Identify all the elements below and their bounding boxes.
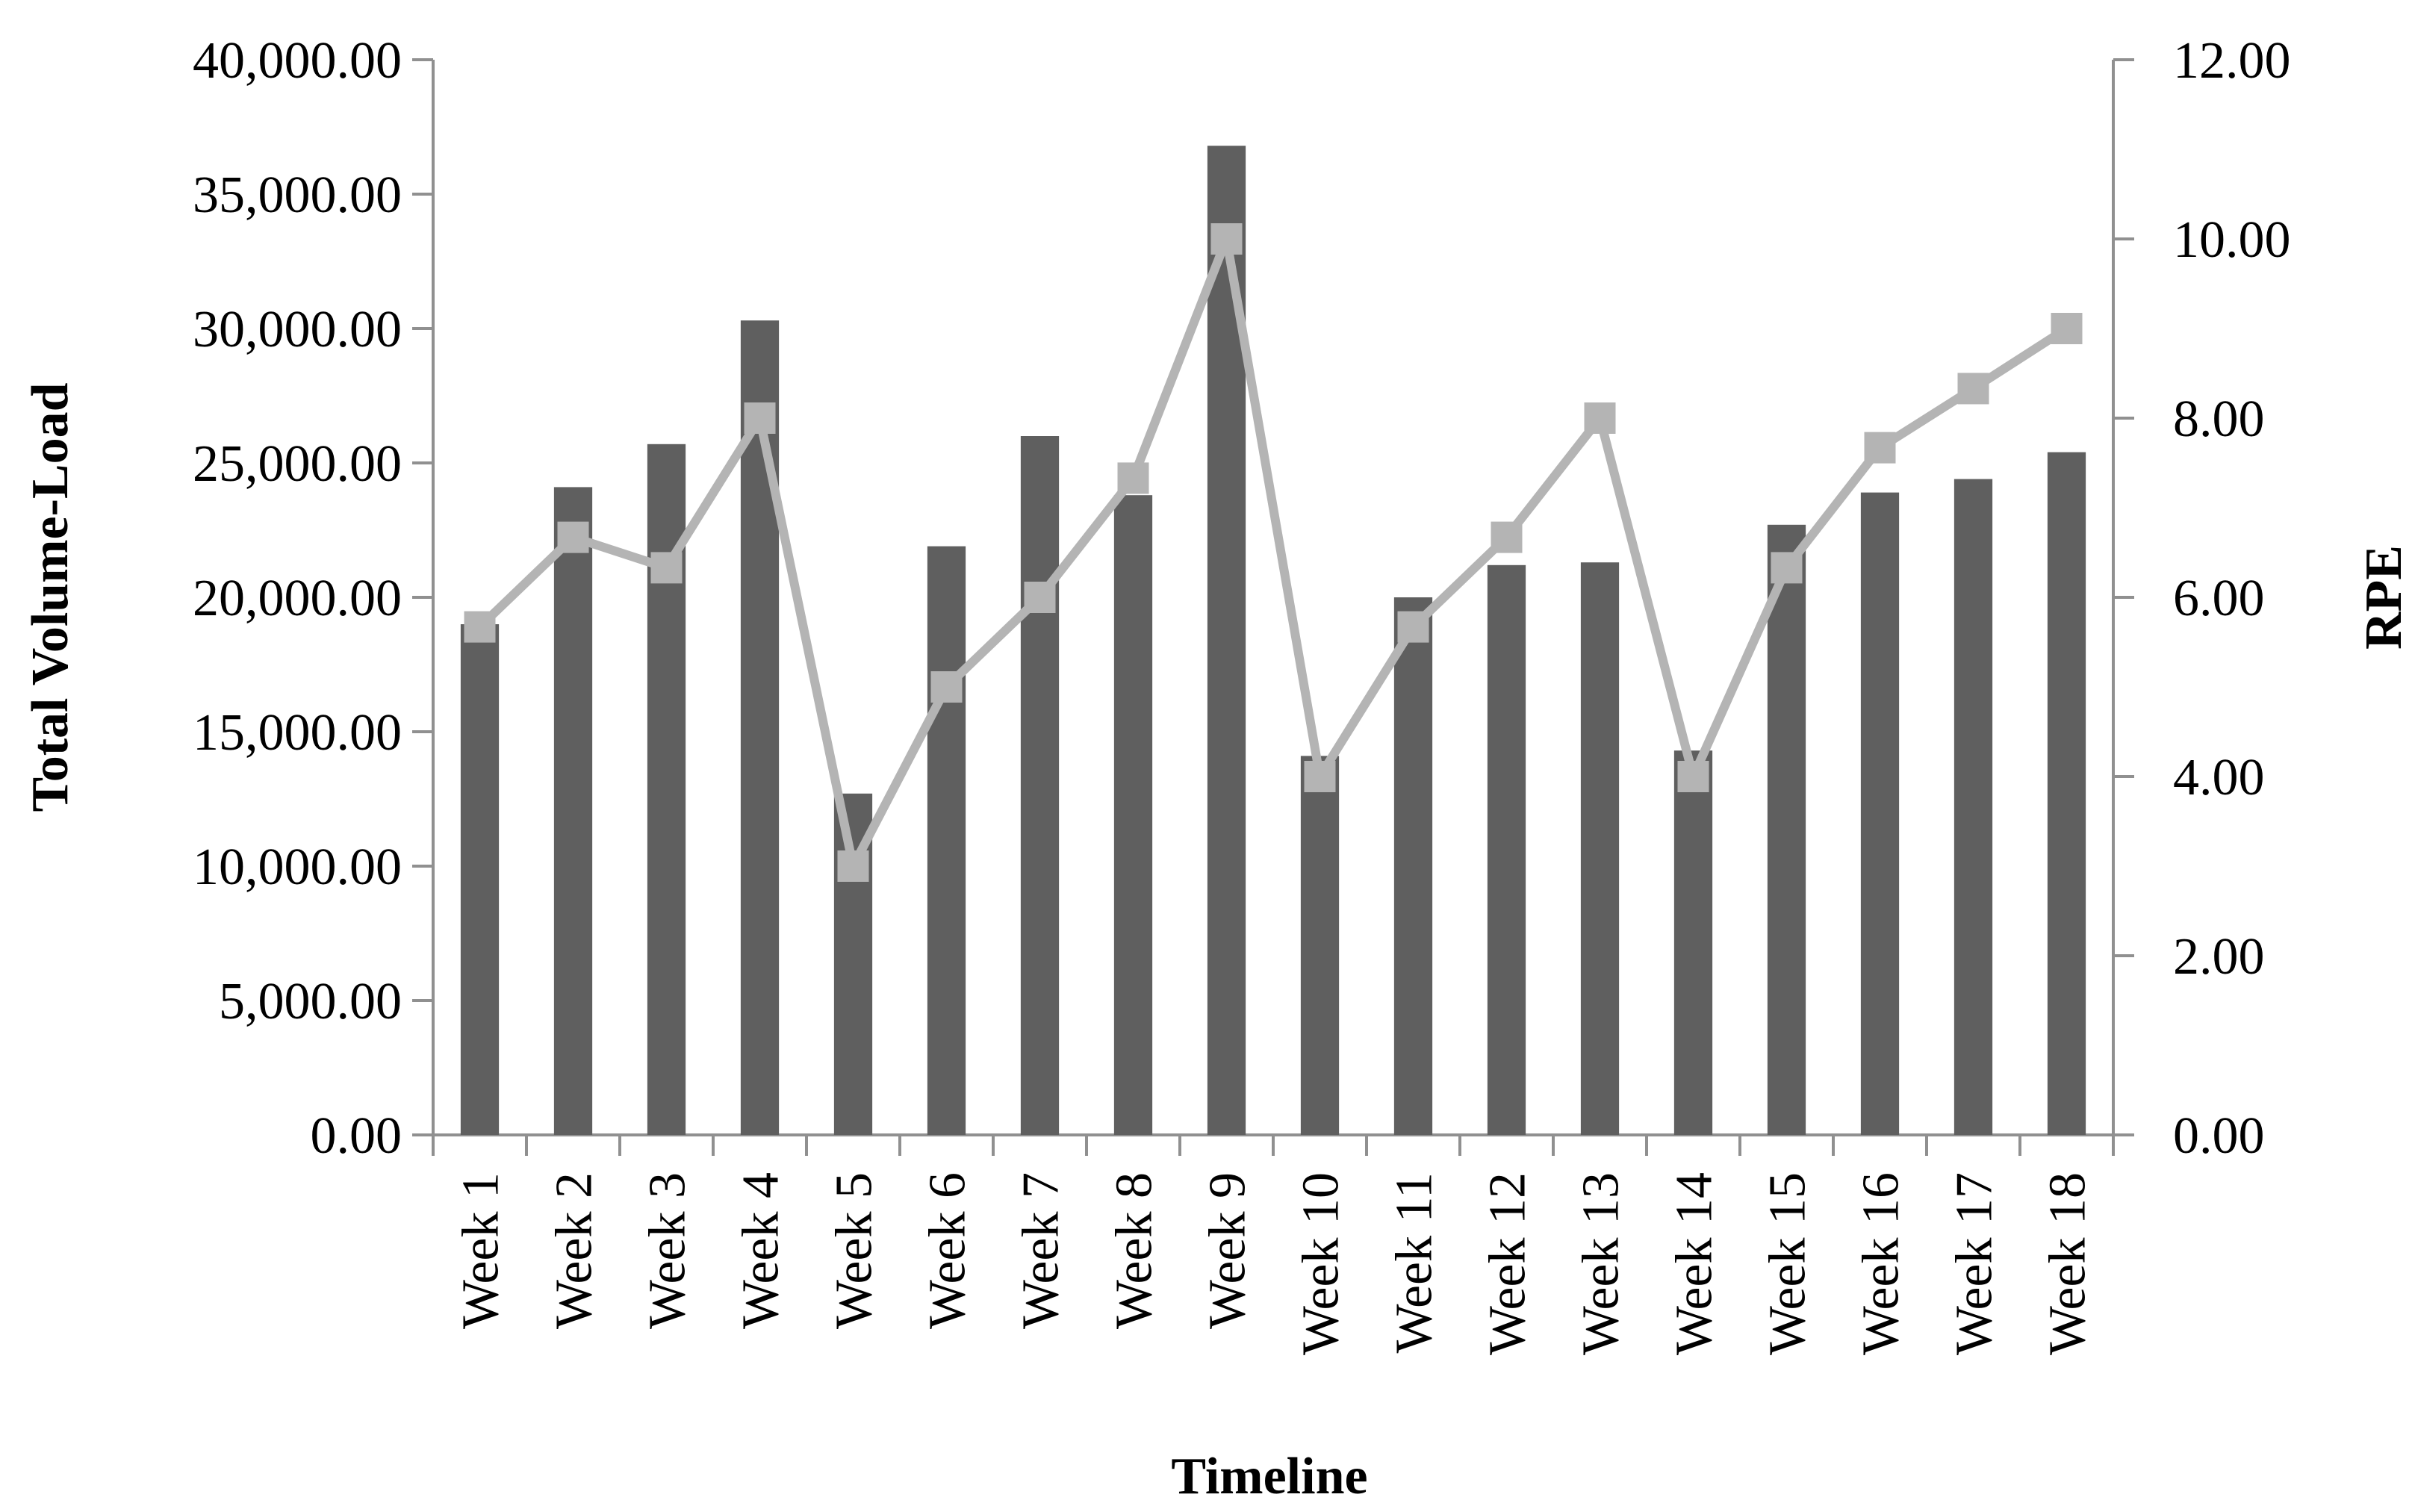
y-axis-title: Total Volume-Load [22,382,79,812]
bar [1673,750,1713,1135]
y2-tick-label: 2.00 [2173,928,2265,986]
rpe-line [476,234,2069,871]
rpe-marker [650,552,683,584]
y-tick-label: 10,000.00 [193,839,402,896]
bar [2047,452,2086,1135]
y2-axis-title: RPE [2355,545,2412,650]
bar [1020,436,1060,1135]
y2-tick-label: 8.00 [2173,391,2265,448]
x-tick-label: Week 16 [1853,1172,1910,1355]
bar [1300,756,1340,1135]
bar [1487,564,1526,1135]
rpe-marker [1771,552,1803,584]
rpe-marker [1210,223,1243,255]
rpe-marker [2051,313,2083,344]
y-tick-label: 5,000.00 [219,973,402,1030]
y-tick-label: 35,000.00 [193,167,402,224]
bar [740,320,780,1136]
x-tick-label: Week 8 [1106,1172,1163,1329]
y2-tick-label: 12.00 [2173,32,2291,90]
rpe-marker [1957,373,1989,405]
x-tick-label: Week 9 [1199,1172,1257,1329]
bar [927,546,966,1135]
rpe-marker [1584,402,1616,434]
x-tick-label: Week 11 [1386,1172,1443,1354]
rpe-marker [464,611,496,643]
rpe-marker [1117,462,1149,494]
x-tick-label: Week 12 [1479,1172,1537,1355]
y-tick-label: 0.00 [311,1107,402,1165]
bar [1580,562,1620,1135]
bar [1860,492,1900,1135]
rpe-marker [1677,761,1709,792]
rpe-marker [837,850,869,882]
rpe-marker [1304,761,1336,792]
y-tick-label: 15,000.00 [193,704,402,762]
bars-layer [460,146,2086,1136]
x-tick-label: Week 15 [1759,1172,1817,1355]
line-layer [464,223,2083,882]
rpe-marker [1024,582,1056,613]
bar [1767,524,1806,1135]
y-tick-label: 25,000.00 [193,435,402,493]
rpe-marker [557,521,589,553]
y-tick-label: 40,000.00 [193,32,402,90]
x-tick-label: Week 18 [2039,1172,2097,1355]
x-tick-label: Week 14 [1666,1172,1723,1355]
rpe-marker [1864,432,1896,464]
rpe-marker [1397,611,1429,643]
rpe-marker [930,671,963,703]
y2-tick-label: 10.00 [2173,211,2291,269]
x-tick-label: Week 6 [919,1172,977,1329]
x-tick-label: Week 7 [1013,1172,1070,1329]
y2-tick-label: 0.00 [2173,1107,2265,1165]
x-axis-title: Timeline [1171,1448,1367,1505]
bar [1953,479,1993,1135]
rpe-marker [744,402,776,434]
x-tick-label: Week 2 [546,1172,603,1329]
rpe-marker [1491,521,1523,553]
y2-tick-label: 6.00 [2173,570,2265,627]
x-tick-label: Week 4 [733,1172,790,1329]
x-tick-label: Week 1 [453,1172,510,1329]
y-tick-label: 30,000.00 [193,301,402,358]
y-tick-label: 20,000.00 [193,570,402,627]
bar [553,487,593,1135]
bar [460,624,500,1135]
x-tick-label: Week 10 [1293,1172,1350,1355]
bar [1113,495,1153,1135]
x-tick-label: Week 5 [826,1172,883,1329]
x-tick-label: Week 13 [1573,1172,1630,1355]
x-tick-label: Week 17 [1946,1172,2004,1355]
bar [1393,597,1433,1135]
y2-tick-label: 4.00 [2173,749,2265,806]
labels-layer: 0.00 5,000.00 10,000.00 15,000.00 20,000.00 2… [193,32,2291,1355]
axes-layer [412,58,2134,1156]
x-tick-label: Week 3 [639,1172,697,1329]
